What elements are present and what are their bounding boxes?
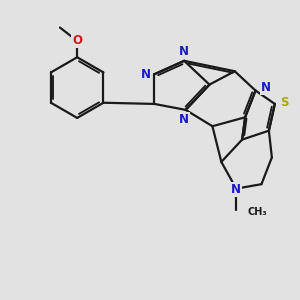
Text: O: O [72, 34, 82, 47]
Text: N: N [261, 81, 271, 94]
Text: CH₃: CH₃ [248, 206, 267, 217]
Text: O: O [72, 34, 82, 47]
Text: N: N [179, 45, 189, 58]
Text: N: N [140, 68, 151, 81]
Text: N: N [231, 183, 241, 196]
Text: S: S [280, 96, 289, 109]
Text: N: N [179, 113, 189, 126]
